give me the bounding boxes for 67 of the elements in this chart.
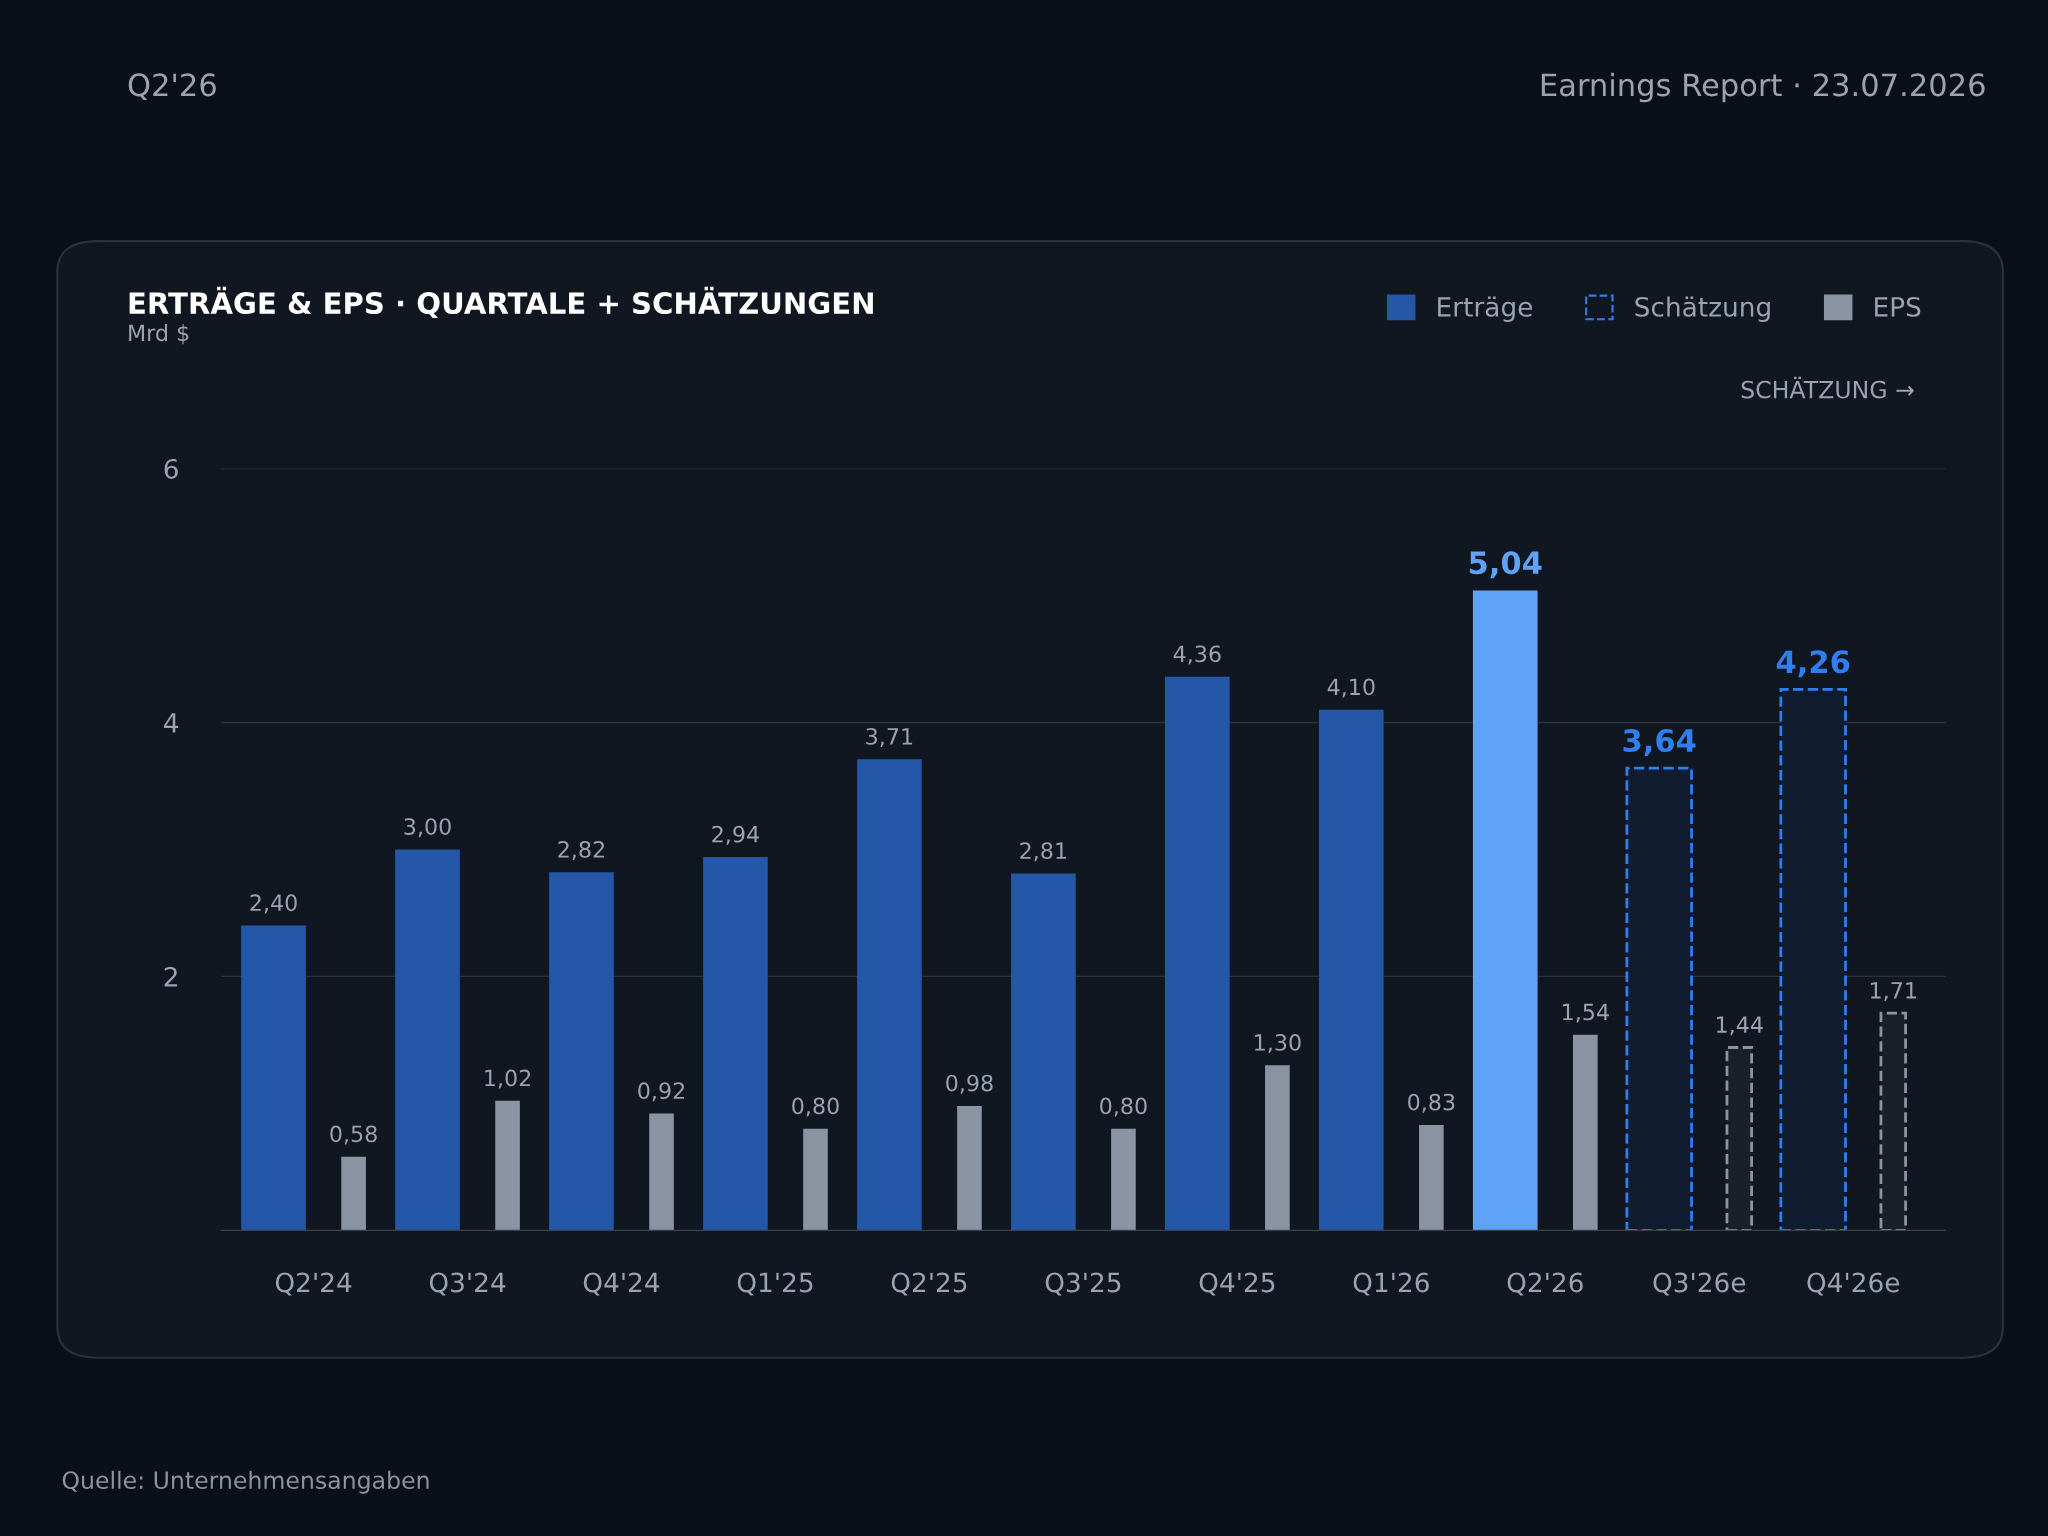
bar (1318, 709, 1384, 1231)
chart-title: ERTRÄGE & EPS · QUARTALE + SCHÄTZUNGEN (129, 286, 873, 318)
bar (803, 1128, 828, 1231)
bar (495, 1100, 520, 1231)
x-tick-label: Q3'25 (1045, 1272, 1121, 1296)
bar (1472, 590, 1538, 1231)
data-label: 2,94 (712, 825, 759, 845)
data-label: 2,40 (250, 894, 297, 914)
legend-label: Erträge (1438, 296, 1532, 322)
x-tick-label: Q2'25 (891, 1272, 967, 1296)
data-label: 1,02 (485, 1069, 531, 1089)
bar (1265, 1065, 1290, 1231)
x-tick-label: Q1'25 (737, 1272, 813, 1296)
data-label: 4,10 (1327, 678, 1375, 698)
data-label: 3,00 (404, 818, 451, 838)
x-tick-label: Q1'26 (1353, 1272, 1429, 1296)
source-note: Quelle: Unternehmensangaben (62, 1470, 429, 1494)
bar (703, 857, 768, 1231)
text: Earnings Report · 23.07.2026 (1541, 72, 1985, 103)
chart-subtitle: Mrd $ (129, 324, 189, 345)
bar (1111, 1128, 1136, 1231)
x-tick-label: Q3'26e (1653, 1272, 1746, 1296)
data-label: 0,80 (1100, 1097, 1147, 1117)
bar (1779, 688, 1847, 1231)
data-label: 0,80 (792, 1097, 839, 1117)
data-label: 5,04 (1469, 551, 1542, 579)
data-label: 3,64 (1623, 728, 1696, 756)
data-label: 4,36 (1173, 645, 1221, 665)
data-label: 4,26 (1776, 650, 1850, 678)
x-tick-label: Q4'26e (1807, 1272, 1900, 1296)
bar (1725, 1046, 1753, 1231)
text: Q2'26 (128, 73, 216, 100)
data-label: 0,83 (1408, 1093, 1455, 1113)
bar (1573, 1034, 1598, 1231)
data-label: 1,44 (1716, 1016, 1763, 1036)
y-tick-label: 6 (164, 458, 178, 479)
bar (549, 872, 614, 1231)
data-label: 3,71 (866, 727, 913, 748)
x-tick-label: Q2'26 (1507, 1272, 1583, 1296)
legend-label: Schätzung (1635, 296, 1770, 322)
bar (857, 759, 922, 1231)
data-label: 1,30 (1255, 1033, 1301, 1054)
bar (395, 849, 460, 1231)
data-label: 0,98 (946, 1074, 993, 1094)
data-label: 2,81 (1020, 842, 1067, 862)
x-tick-label: Q2'24 (275, 1272, 352, 1296)
data-label: 0,58 (330, 1125, 377, 1145)
data-label: 1,71 (1870, 982, 1916, 1002)
y-tick-label: 2 (164, 966, 177, 987)
data-label: 0,92 (638, 1082, 685, 1102)
bar (1879, 1011, 1907, 1231)
bar (241, 925, 306, 1231)
bar (1164, 676, 1230, 1231)
x-tick-label: Q4'24 (583, 1272, 660, 1296)
bar (957, 1105, 982, 1231)
bar (1625, 766, 1693, 1231)
bar (1419, 1124, 1444, 1231)
data-label: 1,54 (1563, 1003, 1609, 1023)
y-tick-label: 4 (164, 713, 179, 733)
data-label: 2,82 (558, 840, 604, 861)
bar (649, 1113, 674, 1231)
bar (1011, 873, 1076, 1231)
legend-label: EPS (1875, 296, 1921, 317)
x-tick-label: Q4'25 (1199, 1272, 1275, 1296)
text: SCHÄTZUNG → (1741, 376, 1914, 399)
x-tick-label: Q3'24 (429, 1272, 506, 1296)
bar (341, 1156, 366, 1231)
